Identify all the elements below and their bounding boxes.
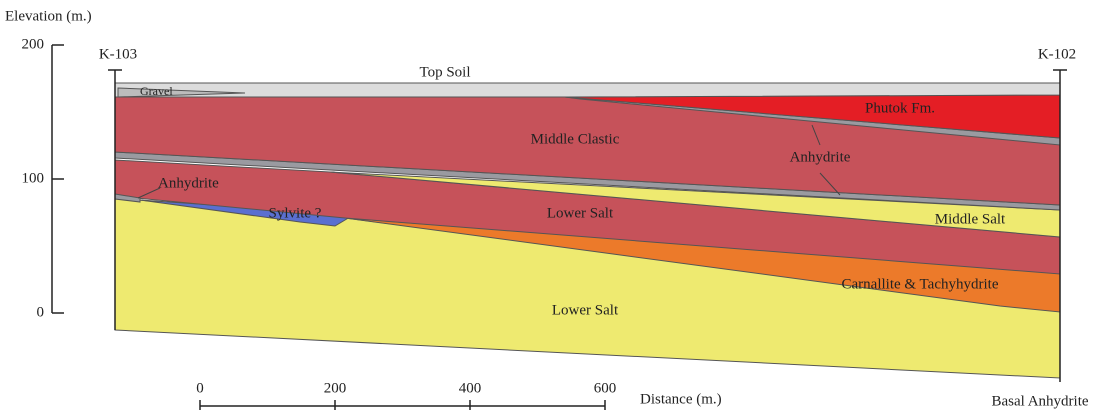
tick-label: 200 xyxy=(324,380,347,396)
well-label: K-103 xyxy=(99,46,137,62)
unit-label: Carnallite & Tachyhydrite xyxy=(842,276,999,292)
unit-label: Gravel xyxy=(140,84,173,98)
well-label: K-102 xyxy=(1038,46,1076,62)
tick-label: 0 xyxy=(196,380,204,396)
distance-title: Distance (m.) xyxy=(640,391,722,407)
unit-label: Anhydrite xyxy=(158,175,219,191)
tick-label: 200 xyxy=(22,36,45,52)
tick-label: 0 xyxy=(37,304,45,320)
tick-label: 100 xyxy=(22,170,45,186)
unit-label: Middle Clastic xyxy=(531,131,620,147)
unit-label: Anhydrite xyxy=(790,149,851,165)
unit-label: Lower Salt xyxy=(552,302,619,318)
strata xyxy=(108,70,1067,382)
unit-label: Middle Salt xyxy=(935,211,1006,227)
elevation-title: Elevation (m.) xyxy=(5,8,92,24)
unit-label: Phutok Fm. xyxy=(865,100,935,116)
tick-label: 400 xyxy=(459,380,482,396)
unit-label: Top Soil xyxy=(419,64,470,80)
tick-label: 600 xyxy=(594,380,617,396)
unit-label: Sylvite ? xyxy=(269,205,322,221)
unit-label: Lower Salt xyxy=(547,205,614,221)
top-soil xyxy=(115,83,1060,97)
cross-section: Elevation (m.) Distance (m.) K-103 K-102… xyxy=(0,0,1096,414)
unit-label: Basal Anhydrite xyxy=(991,393,1088,409)
